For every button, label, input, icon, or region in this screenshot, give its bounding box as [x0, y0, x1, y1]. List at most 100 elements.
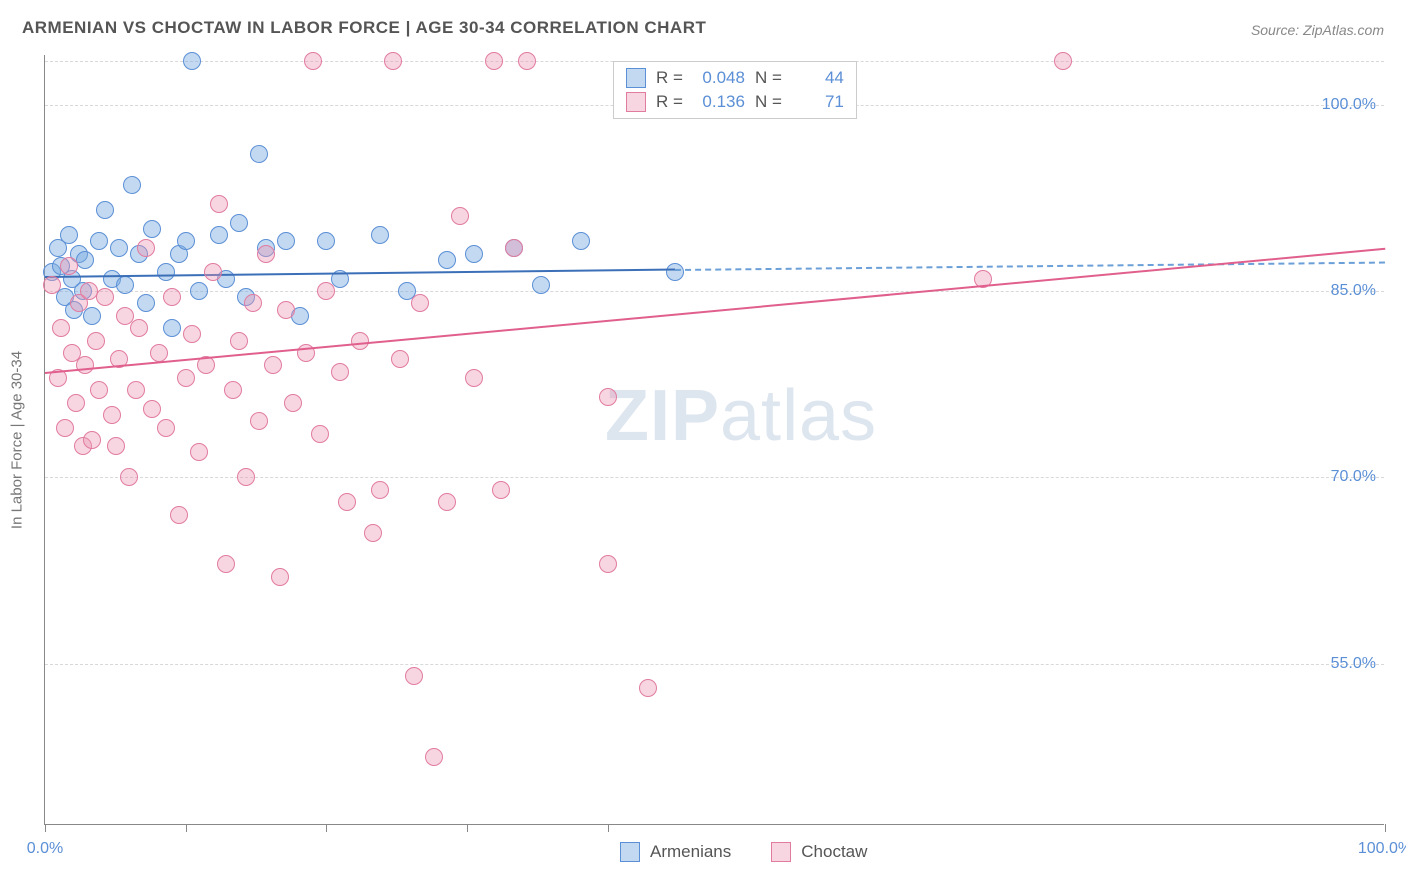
legend-item: Armenians	[620, 842, 731, 862]
scatter-point	[150, 344, 168, 362]
scatter-point	[237, 468, 255, 486]
scatter-point	[230, 214, 248, 232]
scatter-point	[264, 356, 282, 374]
legend-label: Armenians	[650, 842, 731, 862]
scatter-point	[123, 176, 141, 194]
scatter-point	[127, 381, 145, 399]
scatter-point	[532, 276, 550, 294]
scatter-point	[224, 381, 242, 399]
x-tick-label: 100.0%	[1358, 840, 1406, 858]
scatter-point	[43, 276, 61, 294]
y-tick-label: 55.0%	[1331, 655, 1376, 673]
scatter-point	[90, 232, 108, 250]
watermark: ZIPatlas	[605, 375, 877, 457]
scatter-point	[666, 263, 684, 281]
scatter-point	[56, 419, 74, 437]
y-tick-label: 70.0%	[1331, 468, 1376, 486]
scatter-point	[183, 325, 201, 343]
scatter-point	[83, 307, 101, 325]
legend-item: Choctaw	[771, 842, 867, 862]
scatter-point	[244, 294, 262, 312]
scatter-point	[485, 52, 503, 70]
scatter-point	[572, 232, 590, 250]
legend-swatch	[626, 92, 646, 112]
scatter-point	[157, 419, 175, 437]
trend-line	[675, 261, 1385, 270]
scatter-point	[210, 195, 228, 213]
scatter-point	[103, 406, 121, 424]
scatter-point	[183, 52, 201, 70]
x-tick	[326, 824, 327, 832]
scatter-point	[67, 394, 85, 412]
correlation-chart: ARMENIAN VS CHOCTAW IN LABOR FORCE | AGE…	[0, 0, 1406, 892]
source-label: Source: ZipAtlas.com	[1251, 22, 1384, 38]
scatter-point	[451, 207, 469, 225]
x-tick	[45, 824, 46, 832]
x-tick	[1385, 824, 1386, 832]
scatter-point	[76, 356, 94, 374]
scatter-point	[425, 748, 443, 766]
scatter-point	[599, 388, 617, 406]
scatter-point	[277, 301, 295, 319]
scatter-point	[304, 52, 322, 70]
scatter-point	[311, 425, 329, 443]
scatter-point	[438, 251, 456, 269]
scatter-point	[130, 319, 148, 337]
scatter-point	[60, 257, 78, 275]
legend-row: R =0.136 N =71	[626, 92, 844, 112]
scatter-point	[60, 226, 78, 244]
scatter-point	[351, 332, 369, 350]
series-legend: Armenians Choctaw	[620, 842, 867, 862]
scatter-point	[599, 555, 617, 573]
scatter-point	[331, 363, 349, 381]
scatter-point	[163, 319, 181, 337]
watermark-bold: ZIP	[605, 376, 720, 456]
scatter-point	[411, 294, 429, 312]
legend-swatch	[620, 842, 640, 862]
correlation-legend: R =0.048 N =44R =0.136 N =71	[613, 61, 857, 119]
legend-swatch	[626, 68, 646, 88]
scatter-point	[384, 52, 402, 70]
watermark-light: atlas	[720, 376, 877, 456]
scatter-point	[116, 276, 134, 294]
scatter-point	[284, 394, 302, 412]
scatter-point	[210, 226, 228, 244]
scatter-point	[96, 288, 114, 306]
scatter-point	[177, 232, 195, 250]
x-tick	[467, 824, 468, 832]
scatter-point	[465, 245, 483, 263]
scatter-point	[371, 481, 389, 499]
scatter-point	[177, 369, 195, 387]
plot-area: In Labor Force | Age 30-34 ZIPatlas 55.0…	[44, 55, 1384, 825]
scatter-point	[137, 239, 155, 257]
scatter-point	[87, 332, 105, 350]
scatter-point	[143, 220, 161, 238]
legend-label: Choctaw	[801, 842, 867, 862]
scatter-point	[52, 319, 70, 337]
scatter-point	[371, 226, 389, 244]
scatter-point	[277, 232, 295, 250]
scatter-point	[317, 232, 335, 250]
scatter-point	[338, 493, 356, 511]
x-tick	[186, 824, 187, 832]
trend-line	[45, 247, 1385, 373]
chart-title: ARMENIAN VS CHOCTAW IN LABOR FORCE | AGE…	[22, 18, 706, 38]
scatter-point	[120, 468, 138, 486]
scatter-point	[90, 381, 108, 399]
scatter-point	[137, 294, 155, 312]
scatter-point	[190, 443, 208, 461]
scatter-point	[163, 288, 181, 306]
scatter-point	[505, 239, 523, 257]
scatter-point	[639, 679, 657, 697]
scatter-point	[250, 412, 268, 430]
scatter-point	[170, 506, 188, 524]
trend-line	[45, 269, 675, 278]
scatter-point	[364, 524, 382, 542]
scatter-point	[492, 481, 510, 499]
scatter-point	[217, 555, 235, 573]
scatter-point	[157, 263, 175, 281]
scatter-point	[190, 282, 208, 300]
x-tick	[608, 824, 609, 832]
scatter-point	[271, 568, 289, 586]
scatter-point	[465, 369, 483, 387]
